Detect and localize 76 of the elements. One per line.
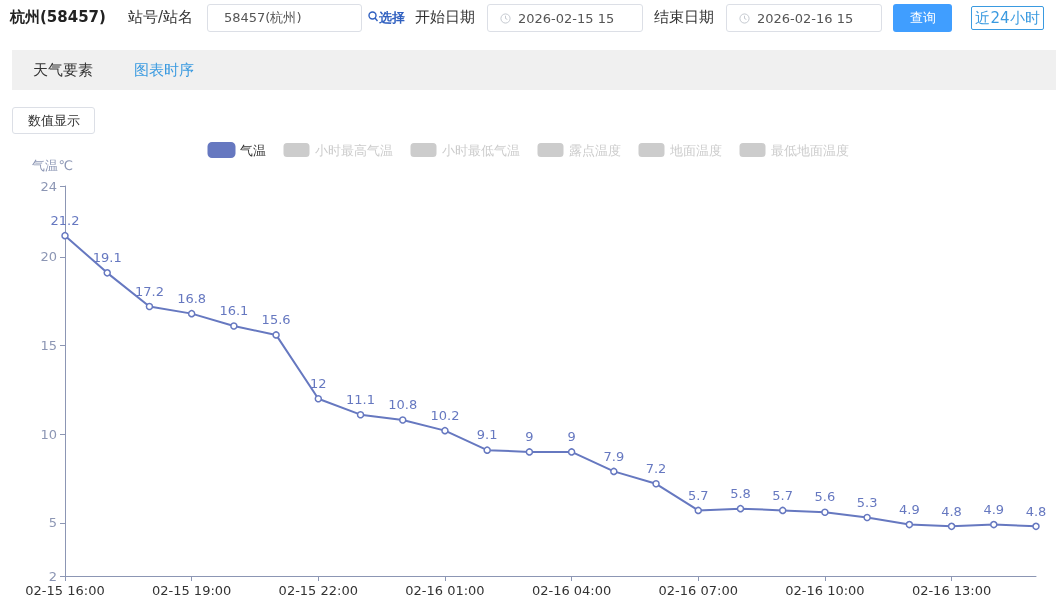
y-tick-label: 20 <box>40 249 57 265</box>
data-label: 4.9 <box>983 501 1005 517</box>
point <box>483 446 491 454</box>
point <box>399 416 407 424</box>
text: 站号/站名 <box>128 8 194 26</box>
data-label: 7.2 <box>645 461 667 477</box>
y-tick-label: 10 <box>40 426 57 442</box>
point <box>230 322 238 330</box>
data-label: 12 <box>310 375 327 391</box>
data-label: 10.8 <box>388 397 418 413</box>
text: 开始日期 <box>415 8 475 26</box>
point <box>567 448 576 456</box>
point <box>778 506 787 515</box>
point <box>61 231 69 240</box>
data-label: 5.3 <box>856 494 878 510</box>
y-tick-label: 15 <box>40 338 57 354</box>
y-tick-label: 5 <box>48 515 57 531</box>
point <box>525 448 534 456</box>
text: 2026-02-15 15 <box>518 10 615 26</box>
point <box>736 504 745 513</box>
data-label: 16.1 <box>219 303 249 319</box>
text: 结束日期 <box>654 8 714 26</box>
text: 58457(杭州) <box>224 9 302 27</box>
point <box>821 508 829 516</box>
y-tick-label: 24 <box>40 178 57 194</box>
data-label: 7.9 <box>603 448 625 464</box>
data-label: 4.8 <box>941 503 962 519</box>
point <box>610 467 618 476</box>
text: 2026-02-16 15 <box>757 10 854 26</box>
point <box>314 394 323 403</box>
data-label: 9 <box>567 429 576 445</box>
point <box>652 480 660 488</box>
data-label: 9 <box>525 429 534 445</box>
x-tick-label: 02-16 01:00 <box>405 583 485 598</box>
data-label: 4.8 <box>1025 503 1047 519</box>
point <box>694 506 703 515</box>
point <box>441 426 449 435</box>
point <box>145 302 154 311</box>
text: 天气要素 <box>33 61 93 79</box>
legend-label: 气温 <box>239 142 266 158</box>
x-tick-label: 02-15 16:00 <box>25 583 105 598</box>
y-tick-label: 2 <box>48 568 57 584</box>
point <box>272 331 280 339</box>
point <box>1032 522 1040 531</box>
text: 图表时序 <box>134 61 194 79</box>
x-tick-label: 02-16 07:00 <box>658 583 738 598</box>
data-label: 17.2 <box>134 283 164 299</box>
data-label: 5.8 <box>730 485 751 501</box>
point <box>356 410 365 419</box>
data-label: 19.1 <box>92 250 122 266</box>
data-label: 5.7 <box>687 487 709 503</box>
x-tick-label: 02-15 19:00 <box>151 583 232 598</box>
x-tick-label: 02-16 13:00 <box>911 583 992 598</box>
y-axis-title: 气温℃ <box>32 158 73 173</box>
data-label: 16.8 <box>177 290 207 306</box>
point <box>990 520 998 529</box>
point <box>905 520 914 529</box>
x-tick-label: 02-16 10:00 <box>785 583 865 598</box>
text: 选择 <box>379 10 405 25</box>
data-label: 15.6 <box>261 312 291 328</box>
x-tick-label: 02-16 04:00 <box>531 583 612 598</box>
data-label: 11.1 <box>346 391 375 407</box>
data-label: 5.7 <box>772 487 794 503</box>
point <box>947 522 956 531</box>
chart-title: 杭州(58457) <box>10 8 106 27</box>
text: 查询 <box>909 9 936 27</box>
data-label: 4.9 <box>899 501 920 517</box>
x-tick-label: 02-15 22:00 <box>278 583 358 598</box>
data-label: 10.2 <box>430 407 460 423</box>
point <box>863 513 871 522</box>
data-label: 5.6 <box>814 489 836 505</box>
point <box>103 269 111 277</box>
text: 数值显示 <box>27 111 80 130</box>
data-label: 9.1 <box>476 427 498 443</box>
point <box>187 309 196 318</box>
text: 近24小时 <box>975 8 1040 28</box>
